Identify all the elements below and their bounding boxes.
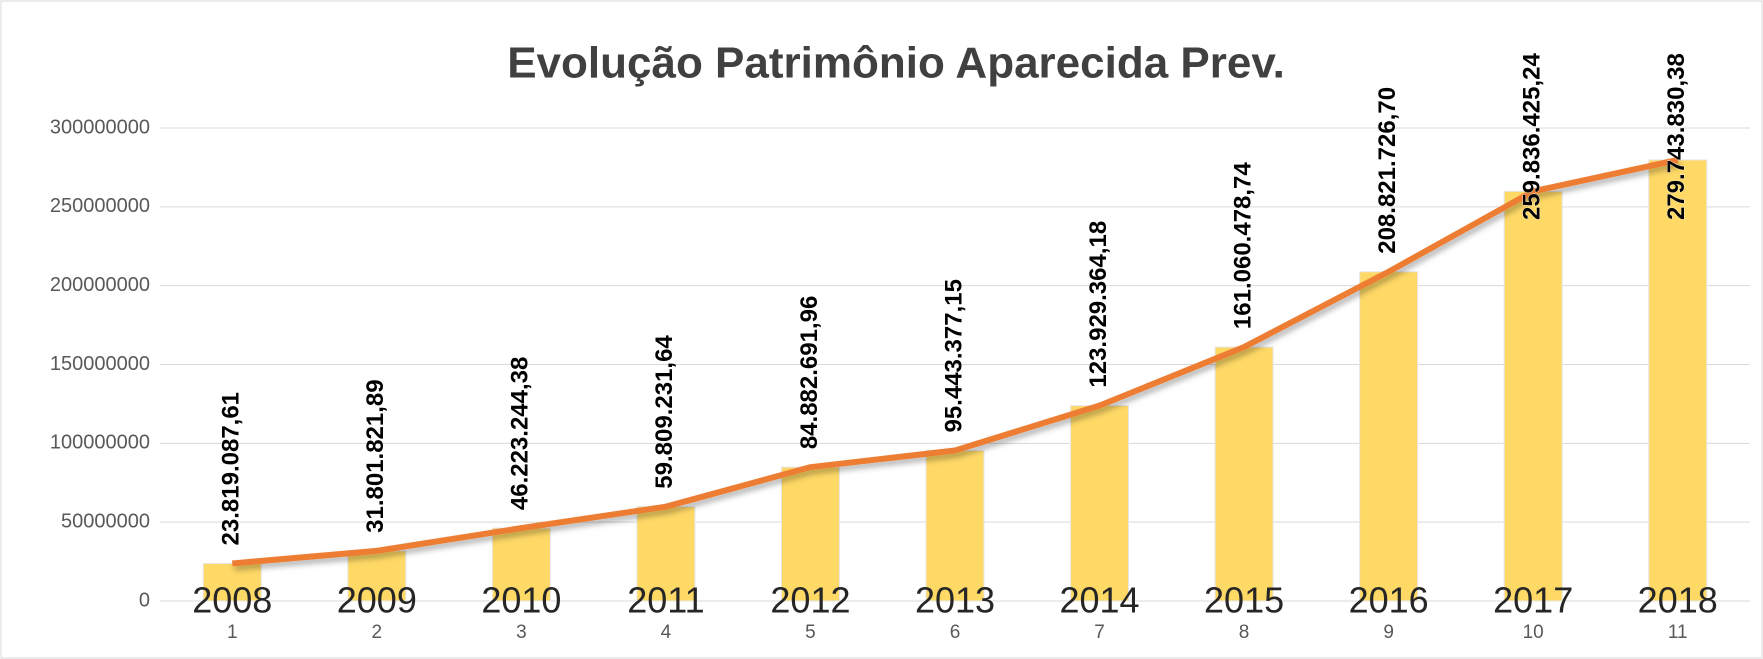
x-tick-label: 6 <box>950 622 961 643</box>
data-label: 2018 <box>1638 580 1718 621</box>
data-label: 161.060.478,74 <box>1229 162 1256 329</box>
bar <box>1359 271 1419 602</box>
x-tick-label: 3 <box>516 622 527 643</box>
bar <box>636 506 696 602</box>
y-tick-label: 250000000 <box>50 195 150 217</box>
x-tick-label: 8 <box>1239 622 1250 643</box>
chart-title: Evolução Patrimônio Aparecida Prev. <box>507 39 1285 88</box>
data-label: 2016 <box>1349 580 1429 621</box>
x-tick-label: 10 <box>1523 622 1544 643</box>
y-tick-label: 100000000 <box>50 432 150 454</box>
x-tick-label: 9 <box>1383 622 1394 643</box>
bar <box>925 450 985 602</box>
x-tick-label: 1 <box>227 622 238 643</box>
data-label: 2013 <box>915 580 995 621</box>
bar <box>1648 159 1708 602</box>
data-label: 2015 <box>1204 580 1284 621</box>
y-tick-label: 150000000 <box>50 353 150 375</box>
data-label: 2017 <box>1493 580 1573 621</box>
data-label: 95.443.377,15 <box>940 279 967 432</box>
y-tick-label: 300000000 <box>50 116 150 138</box>
x-tick-label: 5 <box>805 622 816 643</box>
bar <box>347 550 407 602</box>
data-label: 84.882.691,96 <box>796 296 823 449</box>
data-label: 2008 <box>192 580 272 621</box>
y-tick-label: 200000000 <box>50 274 150 296</box>
bar <box>1503 190 1563 602</box>
data-label: 2014 <box>1059 580 1139 621</box>
data-label: 123.929.364,18 <box>1085 221 1112 388</box>
data-label: 23.819.087,61 <box>218 392 245 545</box>
y-tick-label: 0 <box>139 589 150 611</box>
data-label: 59.809.231,64 <box>651 335 678 489</box>
data-label: 2011 <box>627 580 704 621</box>
x-tick-label: 4 <box>661 622 672 643</box>
data-label: 2009 <box>337 580 417 621</box>
bar <box>202 562 262 602</box>
bar <box>1214 346 1274 602</box>
x-tick-label: 2 <box>372 622 383 643</box>
bar <box>780 466 840 602</box>
data-label: 46.223.244,38 <box>507 357 534 510</box>
data-label: 2010 <box>481 580 561 621</box>
data-label: 2012 <box>770 580 850 621</box>
x-tick-label: 11 <box>1668 622 1688 643</box>
bar <box>491 527 551 602</box>
data-label: 279.743.830,38 <box>1663 53 1690 220</box>
bar <box>1070 405 1130 602</box>
y-tick-label: 50000000 <box>61 510 150 532</box>
line <box>232 157 1679 567</box>
data-label: 208.821.726,70 <box>1374 87 1401 254</box>
data-label: 259.836.425,24 <box>1519 53 1546 220</box>
data-label: 31.801.821,89 <box>362 379 389 532</box>
x-tick-label: 7 <box>1094 622 1105 643</box>
